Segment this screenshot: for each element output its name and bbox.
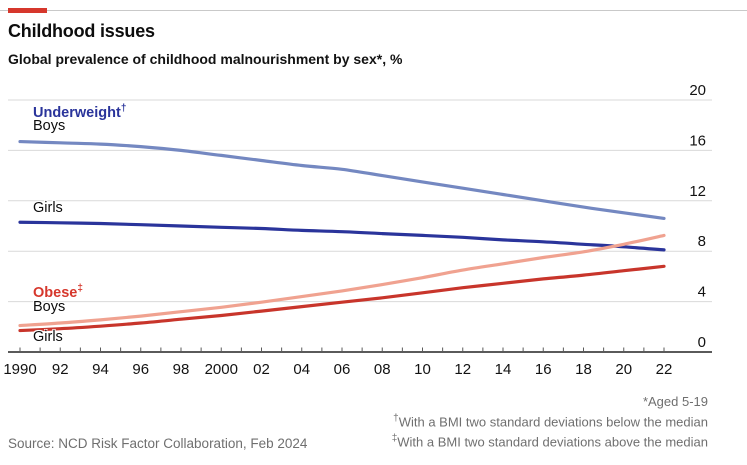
gridlines [8, 99, 712, 353]
y-tick-label: 20 [689, 82, 706, 99]
x-tick-label: 02 [253, 361, 270, 378]
x-tick-label: 22 [656, 361, 673, 378]
x-tick-label: 04 [293, 361, 310, 378]
x-tick-label: 1990 [3, 361, 36, 378]
series-lines [18, 139, 666, 333]
y-tick-label: 4 [698, 284, 706, 301]
x-tick-label: 92 [52, 361, 69, 378]
footnote-obese-def: ‡With a BMI two standard deviations abov… [391, 433, 708, 450]
label-underweight-boys: Boys [33, 118, 66, 134]
x-tick-label: 2000 [205, 361, 238, 378]
y-tick-label: 8 [698, 233, 706, 250]
x-tick-label: 10 [414, 361, 431, 378]
series-line-obese-girls [18, 264, 666, 333]
x-tick-label: 96 [132, 361, 149, 378]
source-credit: Source: NCD Risk Factor Collaboration, F… [8, 436, 308, 451]
x-tick-label: 98 [173, 361, 190, 378]
label-obese-girls: Girls [33, 329, 63, 345]
x-tick-label: 20 [615, 361, 632, 378]
x-axis-labels: 1990 92 94 96 98 2000 02 04 06 08 10 12 14 16 18 20 22 [3, 361, 672, 378]
red-tab-accent [8, 8, 47, 13]
page-title: Childhood issues [8, 21, 155, 41]
label-obese-boys: Boys [33, 299, 66, 315]
x-tick-label: 16 [535, 361, 552, 378]
chart-subtitle: Global prevalence of childhood malnouris… [8, 51, 403, 67]
label-underweight-group: Underweight† [33, 103, 127, 121]
footnote-aged: *Aged 5-19 [642, 394, 708, 409]
x-tick-label: 08 [374, 361, 391, 378]
x-tick-label: 06 [334, 361, 351, 378]
x-axis-ticks [19, 347, 665, 353]
footnotes: *Aged 5-19 †With a BMI two standard devi… [392, 393, 708, 451]
series-line-underweight-girls [18, 220, 666, 252]
y-tick-label: 12 [689, 183, 706, 200]
series-line-obese-boys [18, 233, 666, 328]
x-tick-label: 12 [454, 361, 471, 378]
dagger-icon: † [120, 103, 127, 114]
y-tick-label: 0 [698, 334, 706, 351]
footnote-underweight-def: †With a BMI two standard deviations belo… [393, 413, 708, 430]
series-line-underweight-boys [18, 139, 666, 220]
top-rule [0, 10, 747, 11]
label-obese-group: Obese‡ [33, 283, 83, 301]
y-tick-label: 16 [689, 132, 706, 149]
y-axis-labels: 0 4 8 12 16 20 [689, 82, 706, 351]
label-underweight-girls: Girls [33, 200, 63, 216]
x-tick-label: 14 [495, 361, 512, 378]
x-tick-label: 94 [92, 361, 109, 378]
x-tick-label: 18 [575, 361, 592, 378]
double-dagger-icon: ‡ [77, 283, 83, 294]
